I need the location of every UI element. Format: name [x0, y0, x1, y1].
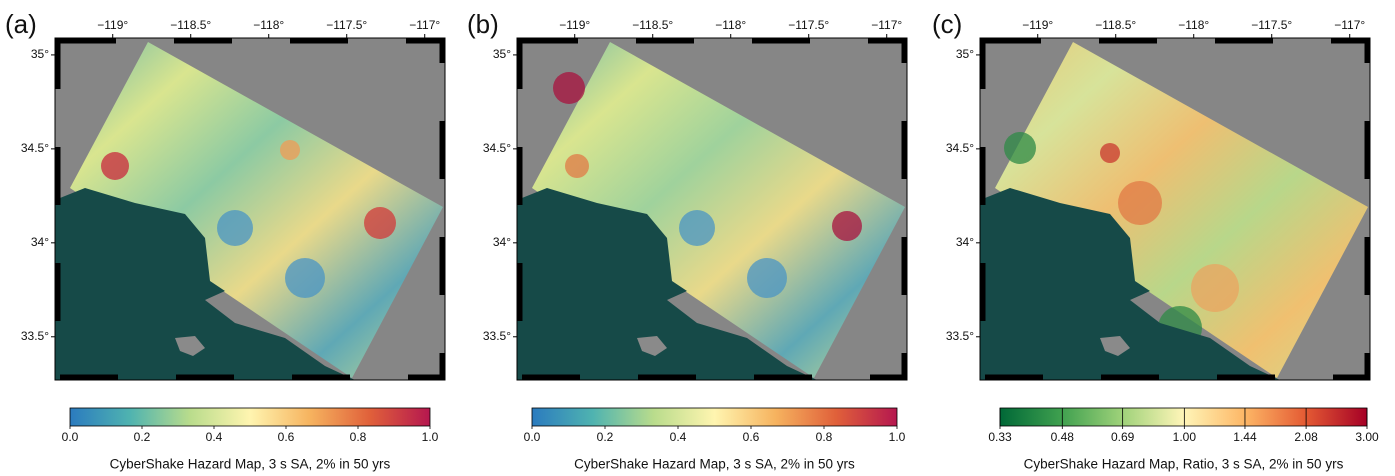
colorbar-tick-label: 1.0 — [889, 430, 906, 444]
colorbar-caption: CyberShake Hazard Map, 3 s SA, 2% in 50 … — [574, 457, 855, 472]
colorbar-tick-label: 0.2 — [597, 430, 614, 444]
x-tick-label: −118.5° — [170, 18, 211, 32]
x-tick-label: −117.5° — [326, 18, 367, 32]
x-tick-label: −119° — [559, 18, 590, 32]
map — [980, 38, 1370, 380]
colorbar-tick-label: 0.6 — [743, 430, 760, 444]
hazard-blob — [1004, 132, 1036, 164]
x-tick-label: −119° — [97, 18, 128, 32]
colorbar-tick-label: 0.4 — [670, 430, 687, 444]
map — [517, 38, 907, 380]
colorbar-tick-label: 1.00 — [1173, 430, 1197, 444]
colorbar-tick-label: 1.0 — [422, 430, 439, 444]
y-tick-label: 35° — [31, 47, 49, 61]
colorbar — [532, 408, 897, 426]
y-tick-label: 34° — [31, 235, 49, 249]
hazard-blob — [1191, 264, 1239, 312]
colorbar-tick-label: 1.44 — [1233, 430, 1257, 444]
y-tick-label: 34° — [956, 235, 974, 249]
colorbar-tick-label: 3.00 — [1355, 430, 1379, 444]
panel-label: (a) — [5, 9, 37, 39]
hazard-blob — [101, 152, 129, 180]
hazard-blob — [280, 140, 300, 160]
hazard-blob — [364, 207, 396, 239]
x-tick-label: −117.5° — [788, 18, 829, 32]
y-tick-label: 35° — [956, 47, 974, 61]
x-tick-label: −117° — [409, 18, 440, 32]
hazard-blob — [747, 258, 787, 298]
hazard-blob — [1100, 143, 1120, 163]
x-tick-label: −117° — [871, 18, 902, 32]
y-tick-label: 34° — [493, 235, 511, 249]
y-tick-label: 33.5° — [21, 329, 49, 343]
y-tick-label: 34.5° — [946, 141, 974, 155]
colorbar-tick-label: 2.08 — [1294, 430, 1318, 444]
colorbar-tick-label: 0.33 — [988, 430, 1012, 444]
hazard-blob — [553, 72, 585, 104]
hazard-blob — [217, 210, 253, 246]
colorbar — [70, 408, 430, 426]
x-tick-label: −119° — [1022, 18, 1053, 32]
y-tick-label: 35° — [493, 47, 511, 61]
y-tick-label: 34.5° — [483, 141, 511, 155]
colorbar-tick-label: 0.4 — [206, 430, 223, 444]
hazard-blob — [679, 210, 715, 246]
colorbar-caption: CyberShake Hazard Map, Ratio, 3 s SA, 2%… — [1024, 457, 1344, 472]
x-tick-label: −118.5° — [1095, 18, 1136, 32]
y-tick-label: 34.5° — [21, 141, 49, 155]
x-tick-label: −117° — [1334, 18, 1365, 32]
x-tick-label: −118° — [1178, 18, 1209, 32]
hazard-blob — [832, 211, 862, 241]
panel-label: (b) — [467, 9, 499, 39]
y-tick-label: 33.5° — [483, 329, 511, 343]
colorbar-tick-label: 0.8 — [816, 430, 833, 444]
x-tick-label: −118.5° — [632, 18, 673, 32]
colorbar-caption: CyberShake Hazard Map, 3 s SA, 2% in 50 … — [110, 457, 391, 472]
map — [55, 38, 445, 380]
colorbar-tick-label: 0.48 — [1051, 430, 1075, 444]
colorbar-tick-label: 0.6 — [278, 430, 295, 444]
colorbar-tick-label: 0.2 — [134, 430, 151, 444]
colorbar — [1000, 408, 1367, 426]
hazard-blob — [285, 258, 325, 298]
colorbar-tick-label: 0.69 — [1111, 430, 1135, 444]
colorbar-tick-label: 0.8 — [350, 430, 367, 444]
hazard-blob — [1118, 181, 1162, 225]
x-tick-label: −117.5° — [1251, 18, 1292, 32]
x-tick-label: −118° — [715, 18, 746, 32]
colorbar-tick-label: 0.0 — [62, 430, 79, 444]
y-tick-label: 33.5° — [946, 329, 974, 343]
colorbar-tick-label: 0.0 — [524, 430, 541, 444]
figure: (a) −119° −118.5° −118° −117.5° −117° 35° 34.5°… — [0, 0, 1395, 476]
panel-label: (c) — [932, 9, 962, 39]
hazard-blob — [565, 154, 589, 178]
x-tick-label: −118° — [253, 18, 284, 32]
